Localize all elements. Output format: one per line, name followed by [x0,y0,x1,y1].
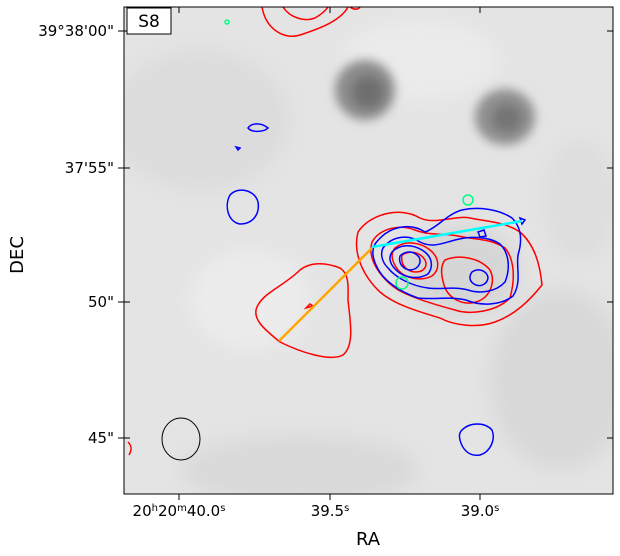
plot-frame [123,6,614,495]
y-tick-label: 45" [88,429,114,447]
x-tick-seconds-unit: s [494,503,499,514]
x-tick-seconds-unit: s [344,503,349,514]
orange-line [278,247,373,342]
x-tick-seconds: 40.0 [187,502,220,520]
y-tick-label: 50" [88,293,114,311]
y-tick-label: 37'55" [65,159,114,177]
red-contours [127,7,543,456]
panel-label: S8 [138,12,160,32]
x-tick-hours-unit: h [152,503,158,514]
green-contours [224,19,474,290]
cyan-line [371,219,523,249]
beam-ellipse [161,417,201,461]
greyscale-image [124,7,613,494]
contours [127,7,543,457]
panel-label-box: S8 [126,7,172,35]
x-tick-hours: 20 [133,502,152,520]
x-tick-minutes-unit: m [177,503,187,514]
x-tick-minutes: 20 [158,502,177,520]
x-axis-label: RA [356,529,381,550]
y-tick-label: 39°38'00" [38,22,114,40]
y-axis-label: DEC [7,236,28,274]
x-tick-label-ra-40: 20h20m40.0s [133,502,226,520]
blue-contours [226,123,527,457]
x-tick-label-ra-39-0: 39.0s [461,502,500,520]
x-tick-label-ra-39-5: 39.5s [311,502,350,520]
x-tick-seconds: 39.0 [461,502,494,520]
x-tick-seconds: 39.5 [311,502,344,520]
x-tick-seconds-unit: s [220,503,225,514]
ticks [118,7,613,500]
